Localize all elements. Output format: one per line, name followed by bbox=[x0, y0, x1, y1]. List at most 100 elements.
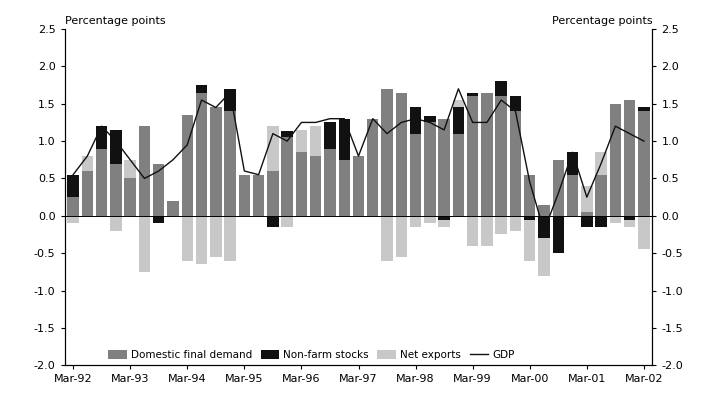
Bar bbox=[624, 216, 635, 220]
Bar bbox=[181, 216, 193, 261]
Bar bbox=[110, 130, 122, 164]
Bar bbox=[67, 175, 79, 197]
Bar bbox=[538, 238, 550, 276]
GDP bbox=[625, 131, 634, 136]
Bar bbox=[267, 126, 279, 171]
Bar bbox=[438, 220, 450, 227]
Bar bbox=[324, 122, 336, 149]
GDP bbox=[369, 116, 377, 121]
Bar bbox=[396, 216, 407, 257]
GDP bbox=[611, 124, 619, 129]
Bar bbox=[125, 160, 136, 178]
Bar bbox=[624, 100, 635, 216]
Bar bbox=[125, 178, 136, 216]
GDP bbox=[83, 154, 92, 159]
GDP bbox=[397, 120, 406, 125]
Bar bbox=[224, 216, 236, 261]
GDP bbox=[311, 120, 320, 125]
Bar bbox=[267, 216, 279, 227]
GDP bbox=[426, 120, 435, 125]
GDP bbox=[454, 86, 462, 91]
GDP bbox=[240, 168, 249, 173]
Bar bbox=[553, 216, 564, 253]
Bar bbox=[567, 175, 579, 216]
Bar bbox=[424, 117, 435, 122]
Bar bbox=[638, 111, 650, 216]
GDP bbox=[183, 142, 191, 147]
Bar bbox=[338, 160, 350, 216]
GDP bbox=[497, 98, 505, 103]
Bar bbox=[181, 115, 193, 216]
GDP bbox=[126, 157, 135, 162]
Bar bbox=[595, 216, 607, 227]
GDP bbox=[197, 98, 206, 103]
Bar bbox=[224, 111, 236, 216]
GDP bbox=[154, 168, 163, 173]
GDP bbox=[569, 150, 577, 155]
Bar bbox=[253, 175, 265, 216]
Bar bbox=[67, 216, 79, 223]
Bar bbox=[510, 111, 521, 216]
Bar bbox=[510, 96, 521, 111]
Bar bbox=[481, 216, 493, 246]
Bar bbox=[524, 216, 536, 220]
Bar bbox=[282, 216, 293, 227]
Bar bbox=[567, 152, 579, 175]
GDP bbox=[340, 116, 348, 121]
GDP bbox=[554, 191, 563, 196]
GDP bbox=[468, 120, 477, 125]
Bar bbox=[153, 164, 164, 216]
Bar bbox=[581, 216, 592, 227]
Bar bbox=[495, 216, 507, 234]
Bar bbox=[367, 119, 379, 216]
Bar bbox=[196, 93, 207, 216]
Bar bbox=[609, 104, 621, 216]
Bar bbox=[239, 175, 250, 216]
GDP bbox=[511, 109, 520, 114]
Bar bbox=[581, 186, 592, 212]
GDP bbox=[440, 127, 448, 132]
Bar bbox=[310, 126, 321, 156]
Bar bbox=[495, 96, 507, 216]
Bar bbox=[524, 175, 536, 216]
Bar bbox=[196, 85, 207, 93]
Bar bbox=[595, 152, 607, 175]
Bar bbox=[638, 107, 650, 111]
GDP bbox=[69, 172, 77, 177]
Bar bbox=[424, 216, 435, 223]
Text: Percentage points: Percentage points bbox=[552, 16, 652, 26]
Bar bbox=[353, 156, 364, 216]
Bar bbox=[338, 119, 350, 160]
GDP bbox=[269, 131, 277, 136]
Bar bbox=[452, 100, 464, 107]
Bar bbox=[210, 216, 222, 257]
Bar bbox=[452, 107, 464, 134]
Line: GDP: GDP bbox=[73, 89, 644, 231]
Bar bbox=[324, 149, 336, 216]
Bar bbox=[495, 81, 507, 96]
Bar bbox=[110, 216, 122, 231]
Bar bbox=[67, 197, 79, 216]
GDP bbox=[597, 161, 605, 166]
GDP bbox=[255, 172, 263, 177]
Bar bbox=[467, 93, 478, 96]
Bar bbox=[310, 156, 321, 216]
Bar bbox=[167, 201, 179, 216]
GDP bbox=[326, 116, 334, 121]
GDP bbox=[212, 105, 220, 110]
Bar bbox=[224, 89, 236, 111]
GDP bbox=[640, 139, 648, 144]
Bar bbox=[110, 164, 122, 216]
Bar bbox=[96, 149, 108, 216]
Text: Percentage points: Percentage points bbox=[65, 16, 165, 26]
GDP bbox=[483, 120, 491, 125]
Bar bbox=[153, 216, 164, 223]
Bar bbox=[524, 220, 536, 261]
Bar bbox=[410, 134, 422, 216]
Bar bbox=[396, 93, 407, 216]
Bar bbox=[467, 216, 478, 246]
Bar bbox=[138, 216, 150, 272]
Bar bbox=[438, 119, 450, 216]
Bar bbox=[553, 160, 564, 216]
Bar bbox=[210, 107, 222, 216]
